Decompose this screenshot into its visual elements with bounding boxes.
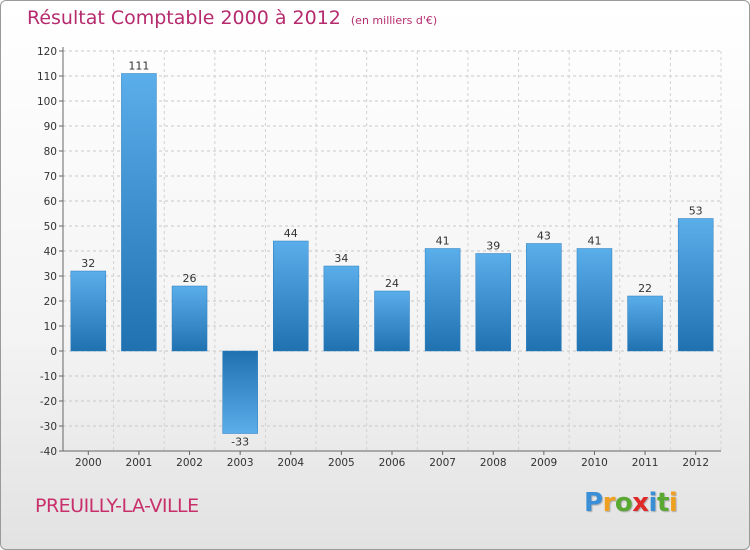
- bar: [374, 290, 410, 352]
- chart-subtitle: (en milliers d'€): [350, 14, 438, 27]
- data-label: 26: [183, 272, 197, 285]
- x-tick-label: 2007: [429, 457, 456, 469]
- grid: [62, 50, 722, 452]
- data-label: 32: [81, 257, 95, 270]
- bar: [526, 243, 562, 352]
- x-tick-label: 2002: [176, 457, 203, 469]
- data-label: 39: [486, 240, 500, 253]
- y-tick-label: 110: [37, 71, 57, 83]
- bars: [70, 73, 714, 434]
- bar: [222, 350, 258, 434]
- x-tick-label: 2005: [328, 457, 355, 469]
- bar: [323, 265, 360, 352]
- data-label: 22: [638, 282, 652, 295]
- y-tick-label: 50: [44, 221, 57, 233]
- x-tick-label: 2008: [480, 457, 507, 469]
- x-tick-label: 2001: [126, 457, 153, 469]
- x-tick-label: 2012: [682, 457, 709, 469]
- x-tick-label: 2004: [277, 457, 304, 469]
- y-tick-label: -20: [40, 396, 57, 408]
- x-tick-label: 2006: [379, 457, 406, 469]
- y-tick-label: -10: [40, 371, 57, 383]
- x-tick-label: 2003: [227, 457, 254, 469]
- y-tick-label: 10: [44, 321, 57, 333]
- x-tick-label: 2000: [75, 457, 102, 469]
- bar: [475, 253, 511, 352]
- y-tick-label: 120: [37, 46, 57, 58]
- bar: [70, 270, 107, 352]
- commune-name: PREUILLY-LA-VILLE: [35, 495, 199, 517]
- logo-letter: x: [632, 488, 649, 518]
- y-tick-label: -30: [40, 421, 57, 433]
- data-label: 53: [689, 205, 703, 218]
- axes: -40 -30 -20 -10 0 10 20 30 40 50 60 70 80 90 100 110 120…: [37, 46, 721, 469]
- bar: [273, 240, 309, 352]
- y-tick-label: 100: [37, 96, 57, 108]
- logo-letter: P: [584, 488, 603, 518]
- data-label: 34: [334, 252, 348, 265]
- y-tick-label: 80: [44, 146, 57, 158]
- y-tick-label: 0: [50, 346, 57, 358]
- y-tick-label: 20: [44, 296, 57, 308]
- y-tick-label: -40: [40, 446, 57, 458]
- x-tick-label: 2010: [581, 457, 608, 469]
- y-tick-label: 30: [44, 271, 57, 283]
- x-tick-label: 2009: [530, 457, 557, 469]
- data-label: 43: [537, 230, 551, 243]
- bar: [171, 285, 208, 352]
- data-label: 111: [128, 60, 149, 73]
- x-tick-label: 2011: [632, 457, 659, 469]
- data-label: 41: [436, 235, 450, 248]
- logo-letter: r: [602, 488, 616, 518]
- bar: [424, 248, 461, 352]
- y-tick-label: 90: [44, 121, 57, 133]
- bar: [121, 73, 157, 352]
- bar: [677, 218, 714, 352]
- logo-letter: o: [614, 488, 633, 518]
- logo-letter: t: [656, 488, 669, 518]
- y-tick-label: 40: [44, 246, 57, 258]
- data-label: -33: [231, 436, 249, 449]
- chart-title: Résultat Comptable 2000 à 2012 (en millie…: [27, 7, 438, 29]
- logo-letter: i: [668, 488, 678, 518]
- bar: [627, 295, 663, 352]
- data-label: 24: [385, 277, 399, 290]
- labels: 32 111 26 -33 44 34 24 41 39 43 41 22 53: [81, 60, 702, 449]
- proxiti-logo: Proxiti: [584, 488, 678, 518]
- data-label: 41: [587, 235, 601, 248]
- bar: [576, 248, 613, 352]
- y-tick-label: 60: [44, 196, 57, 208]
- logo-letter: i: [648, 488, 658, 518]
- data-label: 44: [284, 227, 298, 240]
- y-tick-label: 70: [44, 171, 57, 183]
